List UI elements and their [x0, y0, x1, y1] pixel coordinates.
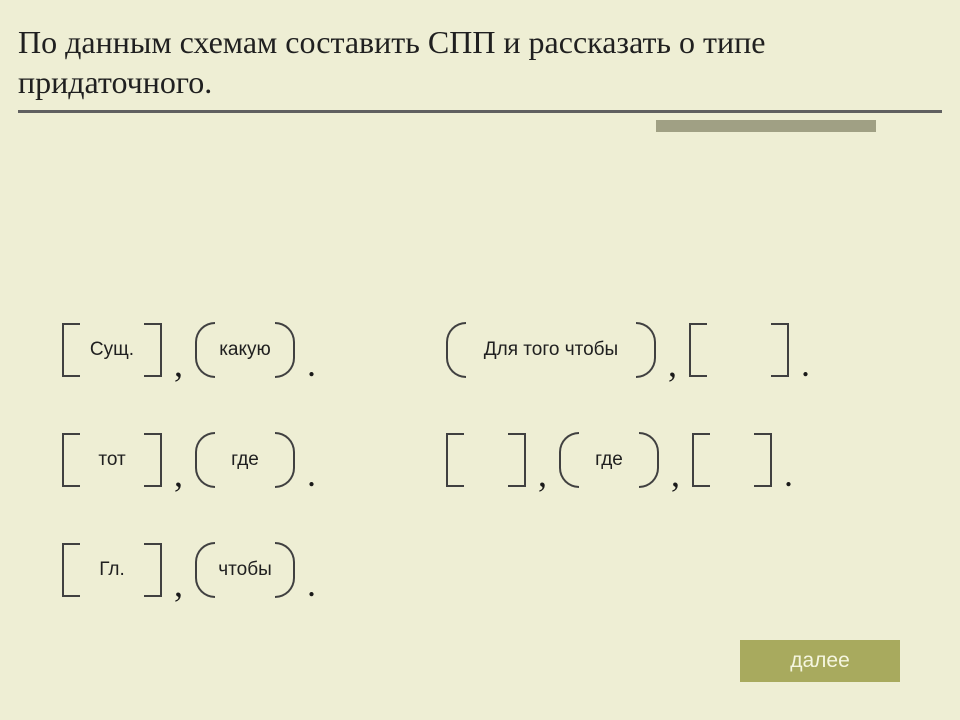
punct-comma: , [532, 453, 553, 495]
box-label: где [231, 449, 259, 471]
punct-comma: , [168, 563, 189, 605]
punct-period: . [778, 453, 799, 495]
punct-period: . [301, 563, 322, 605]
schema-row-1: Сущ. , какую . [62, 320, 322, 380]
sub-clause-box: где [559, 430, 659, 490]
sub-clause-box: какую [195, 320, 295, 380]
schema-row-2: тот , где . [62, 430, 322, 490]
page-title: По данным схемам составить СПП и рассказ… [18, 22, 960, 102]
title-underline [18, 110, 942, 113]
sub-clause-box: Для того чтобы [446, 320, 656, 380]
punct-comma: , [168, 453, 189, 495]
sub-clause-box: где [195, 430, 295, 490]
box-label: Для того чтобы [484, 339, 618, 361]
main-clause-box [692, 430, 772, 490]
schema-row-3: Гл. , чтобы . [62, 540, 322, 600]
box-label: какую [219, 339, 271, 361]
schema-row-4: Для того чтобы , . [446, 320, 816, 380]
punct-period: . [301, 343, 322, 385]
next-button[interactable]: далее [740, 640, 900, 682]
punct-period: . [301, 453, 322, 495]
punct-comma: , [665, 453, 686, 495]
main-clause-box [689, 320, 789, 380]
punct-period: . [795, 343, 816, 385]
box-label: чтобы [218, 559, 272, 581]
main-clause-box: Сущ. [62, 320, 162, 380]
punct-comma: , [168, 343, 189, 385]
main-clause-box [446, 430, 526, 490]
box-label: Гл. [99, 559, 125, 581]
box-label: Сущ. [90, 339, 134, 361]
main-clause-box: тот [62, 430, 162, 490]
sub-clause-box: чтобы [195, 540, 295, 600]
next-button-label: далее [790, 649, 850, 673]
box-label: тот [98, 449, 125, 471]
main-clause-box: Гл. [62, 540, 162, 600]
box-label: где [595, 449, 623, 471]
punct-comma: , [662, 343, 683, 385]
schema-row-5: , где , . [446, 430, 799, 490]
